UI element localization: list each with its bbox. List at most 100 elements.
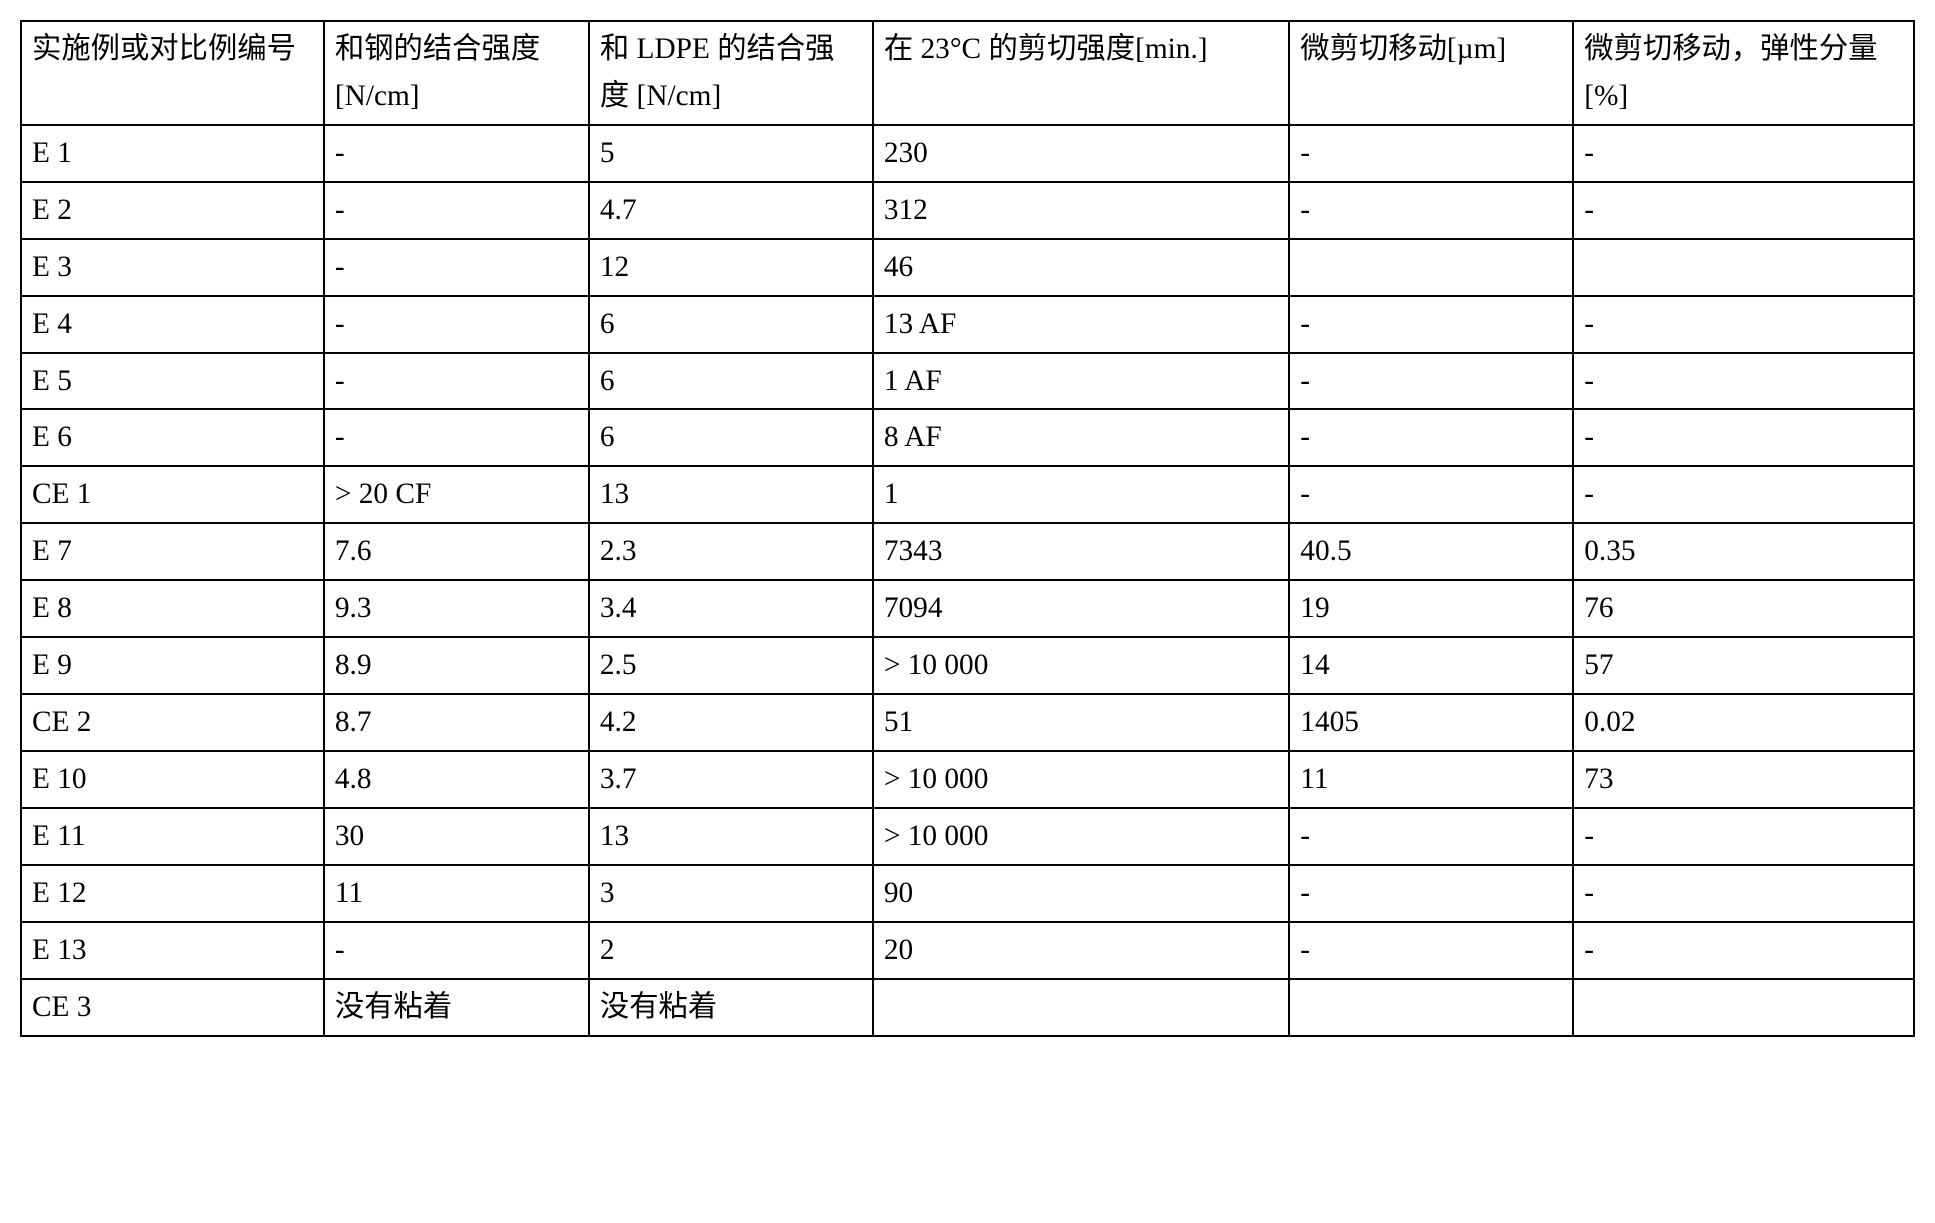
cell-r2-c2: 12 — [589, 239, 873, 296]
table-row: E 4-613 AF-- — [21, 296, 1914, 353]
cell-r15-c3 — [873, 979, 1289, 1036]
cell-r13-c3: 90 — [873, 865, 1289, 922]
cell-r15-c5 — [1573, 979, 1914, 1036]
cell-r0-c1: - — [324, 125, 589, 182]
cell-r9-c3: > 10 000 — [873, 637, 1289, 694]
cell-r10-c0: CE 2 — [21, 694, 324, 751]
cell-r1-c4: - — [1289, 182, 1573, 239]
cell-r8-c2: 3.4 — [589, 580, 873, 637]
cell-r11-c1: 4.8 — [324, 751, 589, 808]
cell-r11-c4: 11 — [1289, 751, 1573, 808]
cell-r4-c0: E 5 — [21, 353, 324, 410]
cell-r13-c1: 11 — [324, 865, 589, 922]
table-row: E 1211390-- — [21, 865, 1914, 922]
cell-r5-c5: - — [1573, 409, 1914, 466]
table-row: E 89.33.470941976 — [21, 580, 1914, 637]
data-table-wrapper: 实施例或对比例编号和钢的结合强度 [N/cm]和 LDPE 的结合强度 [N/c… — [20, 20, 1915, 1037]
cell-r3-c5: - — [1573, 296, 1914, 353]
cell-r8-c1: 9.3 — [324, 580, 589, 637]
col-header-4: 微剪切移动[µm] — [1289, 21, 1573, 125]
cell-r7-c2: 2.3 — [589, 523, 873, 580]
cell-r11-c3: > 10 000 — [873, 751, 1289, 808]
cell-r6-c5: - — [1573, 466, 1914, 523]
cell-r13-c4: - — [1289, 865, 1573, 922]
cell-r14-c1: - — [324, 922, 589, 979]
cell-r11-c5: 73 — [1573, 751, 1914, 808]
cell-r7-c4: 40.5 — [1289, 523, 1573, 580]
cell-r10-c2: 4.2 — [589, 694, 873, 751]
table-row: E 104.83.7> 10 0001173 — [21, 751, 1914, 808]
cell-r5-c0: E 6 — [21, 409, 324, 466]
cell-r1-c3: 312 — [873, 182, 1289, 239]
cell-r2-c3: 46 — [873, 239, 1289, 296]
cell-r1-c2: 4.7 — [589, 182, 873, 239]
cell-r12-c5: - — [1573, 808, 1914, 865]
cell-r3-c0: E 4 — [21, 296, 324, 353]
cell-r1-c0: E 2 — [21, 182, 324, 239]
cell-r5-c3: 8 AF — [873, 409, 1289, 466]
col-header-2: 和 LDPE 的结合强度 [N/cm] — [589, 21, 873, 125]
header-row: 实施例或对比例编号和钢的结合强度 [N/cm]和 LDPE 的结合强度 [N/c… — [21, 21, 1914, 125]
cell-r15-c1: 没有粘着 — [324, 979, 589, 1036]
cell-r6-c4: - — [1289, 466, 1573, 523]
cell-r15-c0: CE 3 — [21, 979, 324, 1036]
cell-r6-c2: 13 — [589, 466, 873, 523]
cell-r5-c4: - — [1289, 409, 1573, 466]
table-body: E 1-5230--E 2-4.7312--E 3-1246E 4-613 AF… — [21, 125, 1914, 1036]
cell-r3-c3: 13 AF — [873, 296, 1289, 353]
cell-r12-c3: > 10 000 — [873, 808, 1289, 865]
cell-r5-c1: - — [324, 409, 589, 466]
cell-r7-c0: E 7 — [21, 523, 324, 580]
cell-r0-c5: - — [1573, 125, 1914, 182]
col-header-5: 微剪切移动，弹性分量[%] — [1573, 21, 1914, 125]
cell-r11-c0: E 10 — [21, 751, 324, 808]
cell-r3-c2: 6 — [589, 296, 873, 353]
table-row: E 1-5230-- — [21, 125, 1914, 182]
table-row: CE 1> 20 CF131-- — [21, 466, 1914, 523]
table-row: E 77.62.3734340.50.35 — [21, 523, 1914, 580]
table-row: CE 28.74.25114050.02 — [21, 694, 1914, 751]
cell-r7-c5: 0.35 — [1573, 523, 1914, 580]
table-row: E 3-1246 — [21, 239, 1914, 296]
cell-r12-c4: - — [1289, 808, 1573, 865]
cell-r9-c2: 2.5 — [589, 637, 873, 694]
cell-r3-c4: - — [1289, 296, 1573, 353]
cell-r8-c3: 7094 — [873, 580, 1289, 637]
col-header-3: 在 23°C 的剪切强度[min.] — [873, 21, 1289, 125]
table-row: E 5-61 AF-- — [21, 353, 1914, 410]
cell-r6-c3: 1 — [873, 466, 1289, 523]
cell-r4-c3: 1 AF — [873, 353, 1289, 410]
table-head: 实施例或对比例编号和钢的结合强度 [N/cm]和 LDPE 的结合强度 [N/c… — [21, 21, 1914, 125]
cell-r15-c4 — [1289, 979, 1573, 1036]
cell-r5-c2: 6 — [589, 409, 873, 466]
cell-r13-c5: - — [1573, 865, 1914, 922]
cell-r8-c5: 76 — [1573, 580, 1914, 637]
table-row: E 98.92.5> 10 0001457 — [21, 637, 1914, 694]
table-row: E 13-220-- — [21, 922, 1914, 979]
cell-r4-c4: - — [1289, 353, 1573, 410]
table-row: E 2-4.7312-- — [21, 182, 1914, 239]
cell-r0-c3: 230 — [873, 125, 1289, 182]
cell-r4-c1: - — [324, 353, 589, 410]
cell-r7-c3: 7343 — [873, 523, 1289, 580]
cell-r2-c1: - — [324, 239, 589, 296]
cell-r2-c4 — [1289, 239, 1573, 296]
cell-r2-c5 — [1573, 239, 1914, 296]
cell-r1-c5: - — [1573, 182, 1914, 239]
cell-r4-c2: 6 — [589, 353, 873, 410]
cell-r15-c2: 没有粘着 — [589, 979, 873, 1036]
cell-r0-c4: - — [1289, 125, 1573, 182]
table-row: E 113013> 10 000-- — [21, 808, 1914, 865]
cell-r1-c1: - — [324, 182, 589, 239]
cell-r6-c1: > 20 CF — [324, 466, 589, 523]
cell-r0-c2: 5 — [589, 125, 873, 182]
cell-r13-c0: E 12 — [21, 865, 324, 922]
cell-r14-c4: - — [1289, 922, 1573, 979]
cell-r7-c1: 7.6 — [324, 523, 589, 580]
col-header-1: 和钢的结合强度 [N/cm] — [324, 21, 589, 125]
cell-r12-c2: 13 — [589, 808, 873, 865]
cell-r11-c2: 3.7 — [589, 751, 873, 808]
cell-r8-c0: E 8 — [21, 580, 324, 637]
cell-r10-c3: 51 — [873, 694, 1289, 751]
cell-r10-c5: 0.02 — [1573, 694, 1914, 751]
